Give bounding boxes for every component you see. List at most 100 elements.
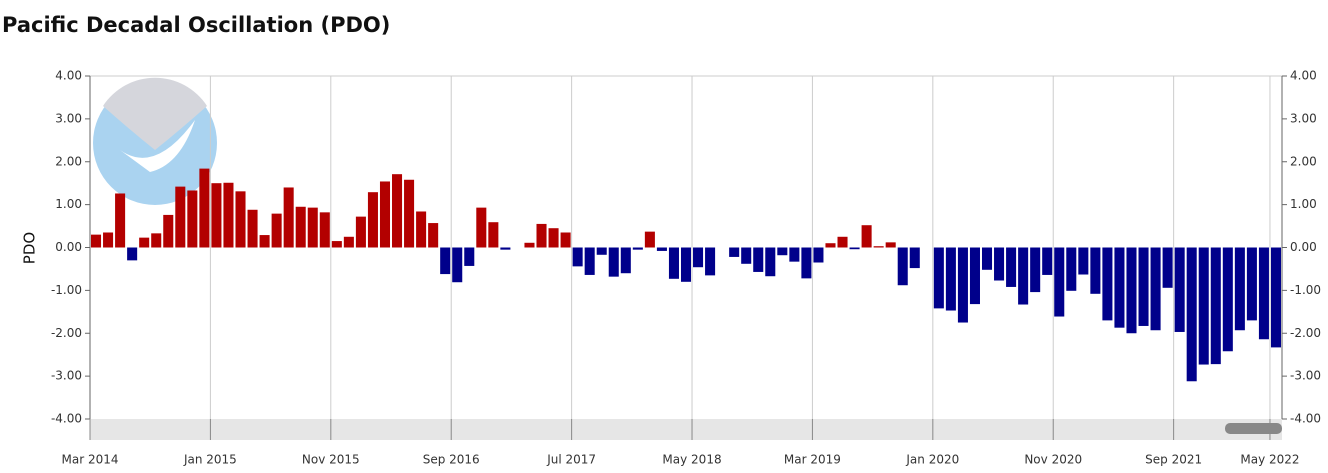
bar (608, 247, 619, 277)
y2-tick-label: 1.00 (1290, 197, 1317, 211)
bar (1234, 247, 1245, 331)
bar (247, 209, 258, 248)
x-tick-label: Sep 2016 (423, 453, 480, 467)
bar (861, 225, 872, 248)
bar (1090, 247, 1101, 294)
bar (211, 183, 222, 248)
bar (981, 247, 993, 270)
bar (151, 233, 162, 248)
y2-tick-label: 3.00 (1290, 111, 1317, 125)
bar (969, 247, 980, 305)
bar (644, 231, 655, 248)
y-tick-label: 2.00 (55, 154, 82, 168)
bar (957, 247, 968, 323)
scrollbar-track[interactable] (90, 419, 1282, 440)
bar (500, 247, 511, 250)
bar (1042, 247, 1053, 275)
bar (825, 243, 836, 248)
x-tick-label: Nov 2020 (1024, 453, 1082, 467)
y-tick-label: -1.00 (51, 283, 82, 297)
bar (199, 168, 210, 248)
y-tick-label: 4.00 (55, 69, 82, 83)
x-tick-label: May 2022 (1240, 453, 1299, 467)
bar (1210, 247, 1221, 365)
bar (1078, 247, 1089, 275)
bar (885, 242, 896, 248)
bar (295, 206, 306, 248)
bar (548, 228, 559, 248)
bar (705, 247, 716, 276)
x-tick-label: Sep 2021 (1145, 453, 1202, 467)
bar (1066, 247, 1077, 291)
bar (656, 247, 667, 251)
bar (187, 190, 198, 248)
bar (909, 247, 920, 269)
bar (765, 247, 776, 277)
bar (1270, 247, 1281, 348)
y2-tick-label: -4.00 (1290, 412, 1321, 426)
y2-tick-label: -2.00 (1290, 326, 1321, 340)
bar (536, 223, 547, 248)
y2-tick-label: 0.00 (1290, 240, 1317, 254)
bar (524, 242, 535, 248)
bar (139, 237, 150, 248)
y-tick-label: 1.00 (55, 197, 82, 211)
bar (175, 186, 186, 248)
bar (572, 247, 583, 267)
bar (115, 193, 126, 248)
bar (873, 246, 884, 248)
x-tick-label: Nov 2015 (302, 453, 360, 467)
bar (897, 247, 908, 286)
bar (1258, 247, 1269, 340)
y-tick-label: 0.00 (55, 240, 82, 254)
bar (1222, 247, 1233, 352)
bar (813, 247, 824, 263)
bar (1138, 247, 1149, 326)
bar (476, 207, 487, 248)
bar (801, 247, 812, 279)
bar (945, 247, 956, 311)
chart-title: Pacific Decadal Oscillation (PDO) (2, 13, 390, 37)
bar (127, 247, 138, 261)
bar (1162, 247, 1173, 288)
noaa-logo (93, 77, 217, 205)
bar (392, 174, 403, 248)
y-tick-label: -4.00 (51, 412, 82, 426)
x-tick-label: Jan 2015 (183, 453, 237, 467)
bar (1054, 247, 1065, 317)
x-tick-label: May 2018 (662, 453, 721, 467)
bar (741, 247, 752, 264)
bar (994, 247, 1005, 281)
bar (668, 247, 679, 279)
bar (1030, 247, 1041, 293)
x-tick-label: Mar 2019 (784, 453, 841, 467)
y-tick-label: 3.00 (55, 111, 82, 125)
bar (1126, 247, 1137, 334)
bar (753, 247, 764, 272)
scrollbar-thumb[interactable] (1225, 423, 1282, 434)
bar (452, 247, 463, 283)
bar (416, 211, 427, 248)
bar (259, 235, 270, 248)
bar (440, 247, 451, 275)
bar (1150, 247, 1161, 331)
bar (379, 181, 391, 248)
bar (789, 247, 800, 262)
bar (428, 223, 439, 248)
bar (1198, 247, 1209, 365)
y-tick-label: -3.00 (51, 369, 82, 383)
bar (103, 232, 114, 248)
bar (271, 213, 282, 248)
bar (223, 182, 234, 248)
y2-tick-label: 4.00 (1290, 69, 1317, 83)
bar (367, 192, 378, 248)
bar (1186, 247, 1197, 382)
x-tick-label: Mar 2014 (62, 453, 119, 467)
bar (464, 247, 475, 266)
y2-tick-label: -3.00 (1290, 369, 1321, 383)
bar (693, 247, 704, 268)
bar (1174, 247, 1185, 332)
y2-tick-label: -1.00 (1290, 283, 1321, 297)
bar (620, 247, 631, 274)
